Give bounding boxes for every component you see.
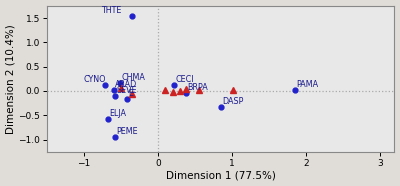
Text: SEVE: SEVE bbox=[117, 86, 137, 95]
Text: THTE: THTE bbox=[101, 6, 121, 15]
Text: CECI: CECI bbox=[176, 75, 194, 84]
Text: PAMA: PAMA bbox=[296, 80, 318, 89]
Text: CHMA: CHMA bbox=[121, 73, 145, 82]
Text: ARAD: ARAD bbox=[115, 80, 137, 89]
Text: ELJA: ELJA bbox=[109, 109, 126, 118]
Text: DASP: DASP bbox=[222, 97, 244, 106]
Text: E: E bbox=[128, 89, 134, 98]
Text: CYNO: CYNO bbox=[84, 75, 106, 84]
Text: PEME: PEME bbox=[117, 127, 138, 136]
Text: BRPA: BRPA bbox=[188, 83, 208, 92]
X-axis label: Dimension 1 (77.5%): Dimension 1 (77.5%) bbox=[166, 170, 276, 180]
Y-axis label: Dimension 2 (10.4%): Dimension 2 (10.4%) bbox=[6, 24, 16, 134]
